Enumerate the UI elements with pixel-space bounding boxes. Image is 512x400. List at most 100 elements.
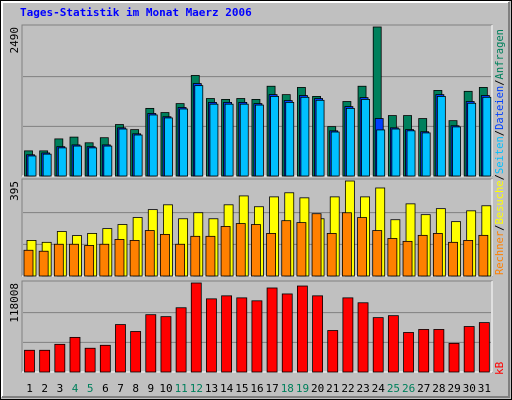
bar bbox=[118, 128, 128, 177]
bar bbox=[387, 238, 398, 277]
bar bbox=[175, 243, 186, 277]
bar bbox=[296, 222, 307, 277]
bar bbox=[130, 331, 142, 373]
bar bbox=[467, 102, 477, 177]
legend-entry: Seiten bbox=[493, 136, 506, 174]
bar bbox=[361, 99, 370, 177]
x-tick-label: 13 bbox=[205, 382, 218, 395]
x-tick-label: 11 bbox=[175, 382, 188, 395]
bar bbox=[255, 104, 264, 177]
bar bbox=[236, 297, 248, 373]
bar bbox=[403, 332, 414, 373]
bar bbox=[175, 307, 187, 373]
bar bbox=[38, 250, 49, 277]
x-tick-label: 12 bbox=[190, 382, 203, 395]
bar bbox=[297, 285, 308, 373]
bar bbox=[54, 343, 66, 373]
x-tick-label: 21 bbox=[326, 382, 339, 395]
bar bbox=[23, 249, 34, 277]
bar bbox=[482, 96, 492, 177]
x-tick-label: 25 bbox=[387, 382, 400, 395]
bar bbox=[164, 117, 173, 177]
x-tick-label: 29 bbox=[447, 382, 460, 395]
bar bbox=[194, 85, 204, 177]
bar bbox=[220, 226, 231, 277]
bar bbox=[436, 96, 446, 177]
bar bbox=[190, 235, 201, 277]
bar bbox=[205, 235, 216, 277]
x-tick-label: 28 bbox=[432, 382, 445, 395]
bar bbox=[69, 243, 79, 277]
legend-separator: / bbox=[493, 130, 506, 136]
x-tick-label: 1 bbox=[26, 382, 33, 395]
bar bbox=[357, 217, 367, 277]
x-tick-label: 20 bbox=[311, 382, 324, 395]
x-tick-label: 23 bbox=[357, 382, 370, 395]
bar bbox=[448, 241, 458, 277]
bar bbox=[179, 108, 189, 177]
bar bbox=[330, 131, 340, 177]
bar bbox=[266, 233, 276, 277]
bar bbox=[406, 130, 416, 177]
bar bbox=[312, 295, 323, 373]
bar bbox=[417, 234, 428, 277]
x-tick-label: 7 bbox=[117, 382, 124, 395]
x-tick-label: 22 bbox=[341, 382, 354, 395]
bar bbox=[345, 107, 355, 177]
bar bbox=[190, 282, 202, 373]
bar bbox=[285, 101, 295, 177]
bar bbox=[39, 349, 51, 373]
x-tick-label: 9 bbox=[148, 382, 155, 395]
bar bbox=[357, 302, 369, 373]
bar bbox=[463, 326, 475, 373]
bar bbox=[24, 349, 35, 373]
bar bbox=[144, 230, 155, 277]
x-tick-label: 2 bbox=[41, 382, 48, 395]
legend-entry: Rechner bbox=[493, 230, 506, 275]
bar bbox=[281, 220, 292, 277]
x-tick-label: 6 bbox=[102, 382, 109, 395]
bar bbox=[114, 239, 125, 277]
bar bbox=[69, 336, 81, 373]
bar bbox=[145, 314, 157, 373]
bar bbox=[433, 329, 445, 373]
bar bbox=[221, 295, 232, 373]
bar bbox=[376, 129, 386, 177]
bar bbox=[387, 315, 399, 373]
bar bbox=[478, 234, 489, 277]
bar bbox=[251, 300, 263, 373]
x-tick-label: 4 bbox=[72, 382, 79, 395]
bar bbox=[129, 240, 140, 277]
y-tick-label: 395 bbox=[8, 181, 21, 201]
bar bbox=[99, 243, 110, 277]
x-tick-label: 26 bbox=[402, 382, 415, 395]
bar bbox=[209, 103, 219, 177]
bar bbox=[99, 344, 111, 373]
x-tick-label: 3 bbox=[57, 382, 64, 395]
x-tick-label: 8 bbox=[132, 382, 139, 395]
bar bbox=[57, 147, 67, 177]
bar bbox=[270, 96, 279, 177]
bar bbox=[311, 213, 322, 277]
x-tick-label: 17 bbox=[266, 382, 279, 395]
bar bbox=[224, 103, 234, 177]
bar bbox=[418, 329, 430, 373]
x-tick-label: 24 bbox=[372, 382, 386, 395]
bar bbox=[115, 324, 126, 373]
legend-entry: Dateien bbox=[493, 86, 506, 130]
bar bbox=[235, 223, 246, 277]
legend-entry: Besuche bbox=[493, 180, 506, 224]
legend-entry: kB bbox=[493, 361, 506, 375]
bar bbox=[372, 317, 384, 373]
bar bbox=[206, 298, 217, 373]
bar bbox=[84, 347, 96, 373]
bar bbox=[103, 145, 113, 177]
x-tick-label: 16 bbox=[250, 382, 263, 395]
bar bbox=[463, 240, 474, 277]
legend-separator: / bbox=[493, 79, 506, 85]
y-tick-label: 2490 bbox=[8, 27, 21, 54]
bar bbox=[84, 245, 95, 277]
bar bbox=[281, 293, 293, 373]
